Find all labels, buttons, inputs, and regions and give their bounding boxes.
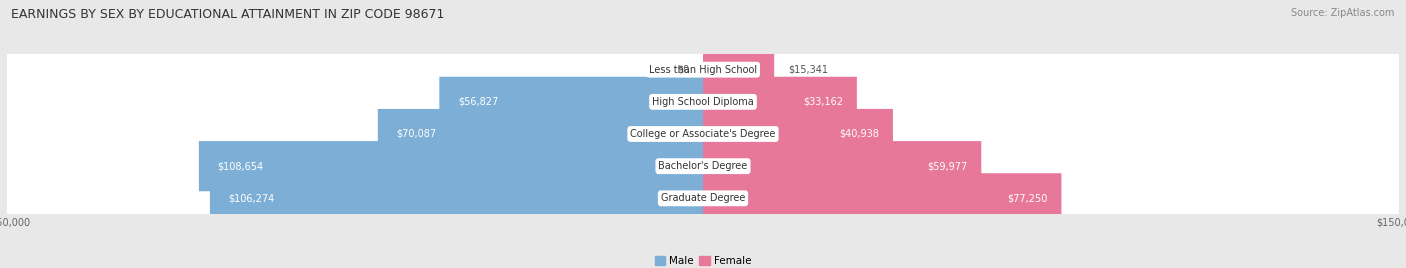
Text: Bachelor's Degree: Bachelor's Degree xyxy=(658,161,748,171)
Legend: Male, Female: Male, Female xyxy=(651,252,755,268)
Text: High School Diploma: High School Diploma xyxy=(652,97,754,107)
Text: College or Associate's Degree: College or Associate's Degree xyxy=(630,129,776,139)
Text: $70,087: $70,087 xyxy=(396,129,436,139)
FancyBboxPatch shape xyxy=(7,43,1399,97)
FancyBboxPatch shape xyxy=(703,173,1062,224)
Text: $77,250: $77,250 xyxy=(1007,193,1047,203)
FancyBboxPatch shape xyxy=(198,141,703,191)
FancyBboxPatch shape xyxy=(7,75,1399,129)
Text: $59,977: $59,977 xyxy=(927,161,967,171)
FancyBboxPatch shape xyxy=(439,77,703,127)
Text: $106,274: $106,274 xyxy=(228,193,274,203)
FancyBboxPatch shape xyxy=(703,109,893,159)
FancyBboxPatch shape xyxy=(378,109,703,159)
Text: EARNINGS BY SEX BY EDUCATIONAL ATTAINMENT IN ZIP CODE 98671: EARNINGS BY SEX BY EDUCATIONAL ATTAINMEN… xyxy=(11,8,444,21)
Text: $56,827: $56,827 xyxy=(458,97,498,107)
Text: Source: ZipAtlas.com: Source: ZipAtlas.com xyxy=(1291,8,1395,18)
Text: $0: $0 xyxy=(676,65,689,75)
FancyBboxPatch shape xyxy=(7,107,1399,161)
FancyBboxPatch shape xyxy=(7,171,1399,225)
Text: $33,162: $33,162 xyxy=(803,97,844,107)
Text: $15,341: $15,341 xyxy=(789,65,828,75)
Text: $108,654: $108,654 xyxy=(218,161,263,171)
Text: $40,938: $40,938 xyxy=(839,129,879,139)
FancyBboxPatch shape xyxy=(703,77,856,127)
FancyBboxPatch shape xyxy=(7,139,1399,193)
FancyBboxPatch shape xyxy=(703,141,981,191)
Text: Graduate Degree: Graduate Degree xyxy=(661,193,745,203)
FancyBboxPatch shape xyxy=(703,44,775,95)
Text: Less than High School: Less than High School xyxy=(650,65,756,75)
FancyBboxPatch shape xyxy=(209,173,703,224)
